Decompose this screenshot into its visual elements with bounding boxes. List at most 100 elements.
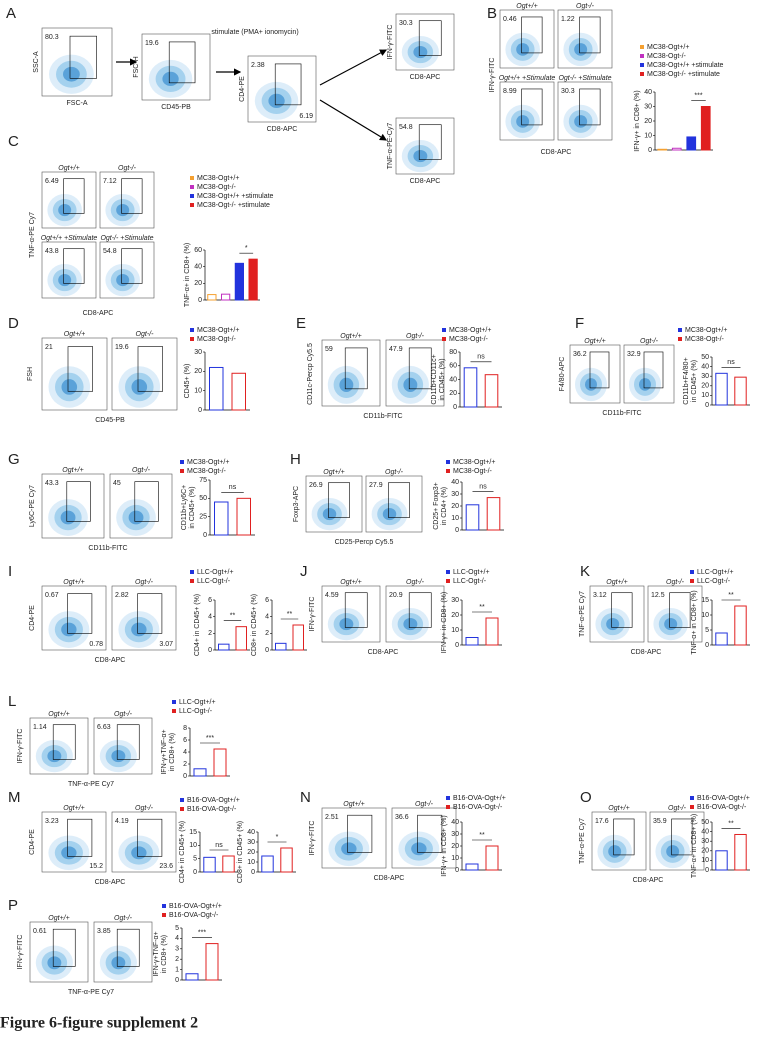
gate — [408, 592, 432, 628]
y-tick-label: 2 — [183, 761, 187, 768]
y-tick-label: 30 — [701, 838, 709, 845]
bar — [209, 366, 224, 411]
gate — [67, 593, 93, 634]
gate — [418, 124, 442, 160]
legend-label: MC38-Ogt+/+ — [197, 175, 239, 182]
flow-plot-frame — [557, 81, 613, 141]
x-axis-label: CD45-PB — [161, 104, 191, 111]
y-tick-label: 0 — [455, 642, 459, 649]
gate-value: 2.82 — [115, 592, 129, 599]
gate — [669, 592, 691, 628]
y-axis-label: CD4-PE — [29, 829, 36, 855]
y-axis-label: in CD45+ (%) — [189, 486, 196, 528]
gate-value: 19.6 — [115, 344, 129, 351]
significance: *** — [206, 735, 214, 742]
legend-label: MC38-Ogt-/- — [449, 336, 489, 343]
y-tick-label: 5 — [705, 627, 709, 634]
bar — [465, 637, 479, 646]
x-axis-label: CD8-APC — [95, 879, 126, 886]
bar — [485, 845, 499, 871]
gate-value: 0.67 — [45, 592, 59, 599]
bar — [234, 262, 244, 301]
y-tick-label: 10 — [644, 132, 652, 139]
cell-population — [111, 750, 126, 763]
flow-plot-frame — [589, 585, 645, 643]
y-axis-label: IFN-γ+ in CD8+ (%) — [441, 815, 448, 876]
gate — [52, 928, 76, 967]
genotype-label: Ogt+/+ — [63, 579, 84, 586]
arrows — [116, 49, 388, 141]
x-axis-label: CD11b-FITC — [602, 410, 641, 417]
bar — [715, 850, 728, 871]
y-tick-label: 10 — [451, 855, 459, 862]
y-tick-label: 4 — [183, 749, 187, 756]
genotype-label: Ogt-/- — [666, 579, 685, 586]
gate — [613, 818, 635, 856]
panel-letter: B — [487, 5, 497, 22]
y-tick-label: 0 — [175, 977, 179, 984]
genotype-label: Ogt+/+ — [48, 711, 69, 718]
cell-population — [60, 510, 76, 525]
bar — [207, 294, 217, 301]
significance: ** — [479, 604, 485, 611]
genotype-label: Ogt+/+ — [323, 469, 344, 476]
y-axis-label: CD11b+Ly6C+ — [181, 485, 188, 531]
gate — [137, 593, 163, 634]
bar — [715, 372, 728, 406]
significance: ns — [727, 359, 735, 366]
flow-plot-frame — [247, 55, 317, 123]
genotype-label: Ogt-/- — [415, 801, 434, 808]
genotype-label: Ogt-/- +Stimulate — [558, 75, 611, 82]
legend-label: B16-OVA-Ogt-/- — [453, 804, 503, 811]
legend-marker — [446, 805, 450, 809]
y-tick-label: 0 — [198, 297, 202, 304]
gate — [408, 347, 432, 390]
x-axis-label: CD8-APC — [368, 649, 399, 656]
gate-value: 3.85 — [97, 928, 111, 935]
arrow — [319, 99, 388, 141]
gate-value: 3.23 — [45, 818, 59, 825]
flow-plot-frame — [29, 717, 89, 775]
gate-value: 21 — [45, 344, 53, 351]
cell-population — [639, 378, 651, 391]
legend-marker — [190, 570, 194, 574]
bar — [484, 374, 499, 408]
panel-letter: L — [8, 693, 16, 710]
legend-marker — [180, 469, 184, 473]
bar — [657, 148, 668, 151]
x-axis-label: CD45-PB — [95, 417, 125, 424]
significance: ** — [230, 613, 236, 620]
significance: * — [276, 834, 279, 841]
y-tick-label: 30 — [247, 839, 255, 846]
gate-value: 32.9 — [627, 351, 641, 358]
cell-population — [382, 508, 397, 521]
bar — [248, 258, 258, 301]
y-tick-label: 40 — [701, 363, 709, 370]
legend-marker — [180, 798, 184, 802]
gate — [328, 482, 350, 518]
gate — [116, 928, 140, 967]
x-axis-label: CD11b-FITC — [88, 545, 127, 552]
flow-plot-frame — [305, 475, 363, 533]
flow-plot-frame — [649, 811, 705, 871]
genotype-label: Ogt-/- — [114, 915, 133, 922]
x-axis-label: CD8-APC — [631, 649, 662, 656]
gate-value: 3.07 — [159, 641, 173, 648]
flow-plot-frame — [99, 241, 155, 299]
flow-plot-frame — [41, 473, 105, 539]
gate — [579, 16, 601, 54]
significance: *** — [198, 929, 206, 936]
y-tick-label: 40 — [701, 828, 709, 835]
y-tick-label: 10 — [247, 859, 255, 866]
cell-population — [339, 377, 354, 393]
cell-population — [341, 842, 357, 856]
legend-marker — [690, 796, 694, 800]
x-axis-label: CD8-APC — [410, 74, 441, 81]
genotype-label: Ogt-/- — [135, 805, 154, 812]
legend-label: B16-OVA-Ogt-/- — [697, 804, 747, 811]
x-axis-label: CD8-APC — [633, 877, 664, 884]
legend-label: B16-OVA-Ogt+/+ — [453, 795, 506, 802]
bar — [734, 833, 747, 871]
y-tick-label: 10 — [701, 612, 709, 619]
y-axis-label: CD11b+CD11c+ — [431, 354, 438, 404]
